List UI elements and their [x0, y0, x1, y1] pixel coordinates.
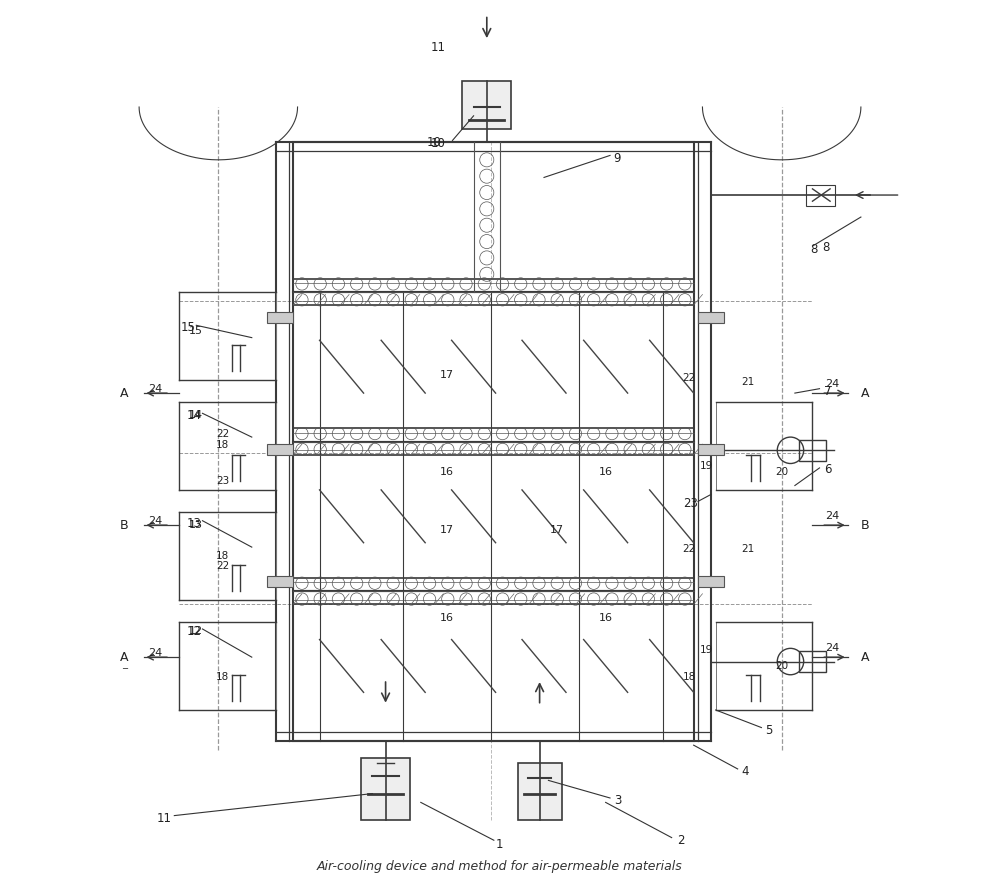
Text: 6: 6 [824, 464, 831, 476]
Text: 8: 8 [811, 243, 818, 256]
Bar [293, 428, 694, 455]
Text: 14: 14 [187, 410, 202, 422]
Text: 24: 24 [148, 384, 162, 394]
Text: A: A [120, 651, 128, 664]
Bar [179, 512, 276, 600]
Bar [267, 444, 293, 455]
Text: 3: 3 [614, 794, 622, 807]
Bar [799, 651, 826, 672]
Text: 2: 2 [677, 834, 684, 847]
Text: 20: 20 [775, 467, 788, 478]
Text: 21: 21 [742, 544, 755, 554]
Text: 19: 19 [700, 461, 713, 472]
Bar [698, 577, 724, 586]
Text: 17: 17 [440, 371, 454, 381]
Bar [179, 402, 276, 490]
Text: 8: 8 [822, 241, 829, 254]
Text: 15: 15 [181, 321, 196, 335]
Text: 24: 24 [826, 511, 840, 521]
Text: 23: 23 [216, 476, 229, 487]
Bar [462, 80, 511, 129]
Text: 22: 22 [683, 374, 696, 383]
Text: 20: 20 [775, 661, 788, 671]
Text: ─: ─ [122, 663, 127, 672]
Text: 23: 23 [683, 497, 698, 510]
Bar [293, 279, 694, 305]
Text: 11: 11 [156, 811, 171, 825]
Text: 21: 21 [742, 377, 755, 387]
Text: 17: 17 [550, 525, 564, 534]
Bar [179, 292, 276, 380]
Text: A: A [861, 651, 870, 664]
Bar [293, 292, 694, 442]
Text: 22: 22 [216, 429, 229, 440]
Text: 24: 24 [826, 644, 840, 653]
Bar [698, 444, 724, 455]
Text: 1: 1 [495, 838, 503, 851]
Text: B: B [120, 518, 128, 532]
Bar [518, 763, 562, 820]
Text: 7: 7 [824, 385, 831, 398]
Text: 18: 18 [216, 671, 229, 682]
Bar [293, 442, 694, 591]
Bar [806, 185, 835, 206]
Bar [293, 591, 694, 741]
Text: 9: 9 [613, 152, 621, 164]
Bar [267, 312, 293, 322]
Text: 14: 14 [189, 410, 203, 420]
Text: 12: 12 [189, 626, 203, 636]
Text: 16: 16 [599, 613, 613, 623]
Text: 5: 5 [765, 724, 772, 736]
Text: 19: 19 [700, 645, 713, 655]
Bar [361, 758, 410, 820]
Bar [293, 578, 694, 604]
Text: 24: 24 [148, 648, 162, 658]
Bar [293, 142, 694, 292]
Bar [179, 622, 276, 710]
Bar [716, 622, 812, 710]
Bar [716, 402, 812, 490]
Text: Air-cooling device and method for air-permeable materials: Air-cooling device and method for air-pe… [317, 860, 683, 872]
Text: 22: 22 [216, 562, 229, 571]
Text: 15: 15 [189, 327, 203, 336]
Text: 10: 10 [427, 136, 441, 148]
Text: 18: 18 [216, 551, 229, 561]
Text: 13: 13 [187, 517, 202, 530]
Text: 11: 11 [431, 41, 446, 54]
Text: 13: 13 [189, 520, 203, 530]
Text: 22: 22 [683, 544, 696, 554]
Text: A: A [861, 387, 870, 400]
Text: 16: 16 [440, 467, 454, 478]
Text: 4: 4 [742, 765, 749, 778]
Text: 17: 17 [440, 525, 454, 534]
Bar [799, 440, 826, 461]
Bar [698, 312, 724, 322]
Text: A: A [120, 387, 128, 400]
Text: 24: 24 [148, 516, 162, 525]
Text: 18: 18 [683, 671, 696, 682]
Text: 24: 24 [826, 380, 840, 389]
Text: 18: 18 [216, 440, 229, 450]
Text: 10: 10 [431, 138, 446, 150]
Text: 16: 16 [599, 467, 613, 478]
Text: B: B [861, 518, 870, 532]
Text: 12: 12 [187, 625, 202, 638]
Text: 16: 16 [440, 613, 454, 623]
Bar [267, 577, 293, 586]
